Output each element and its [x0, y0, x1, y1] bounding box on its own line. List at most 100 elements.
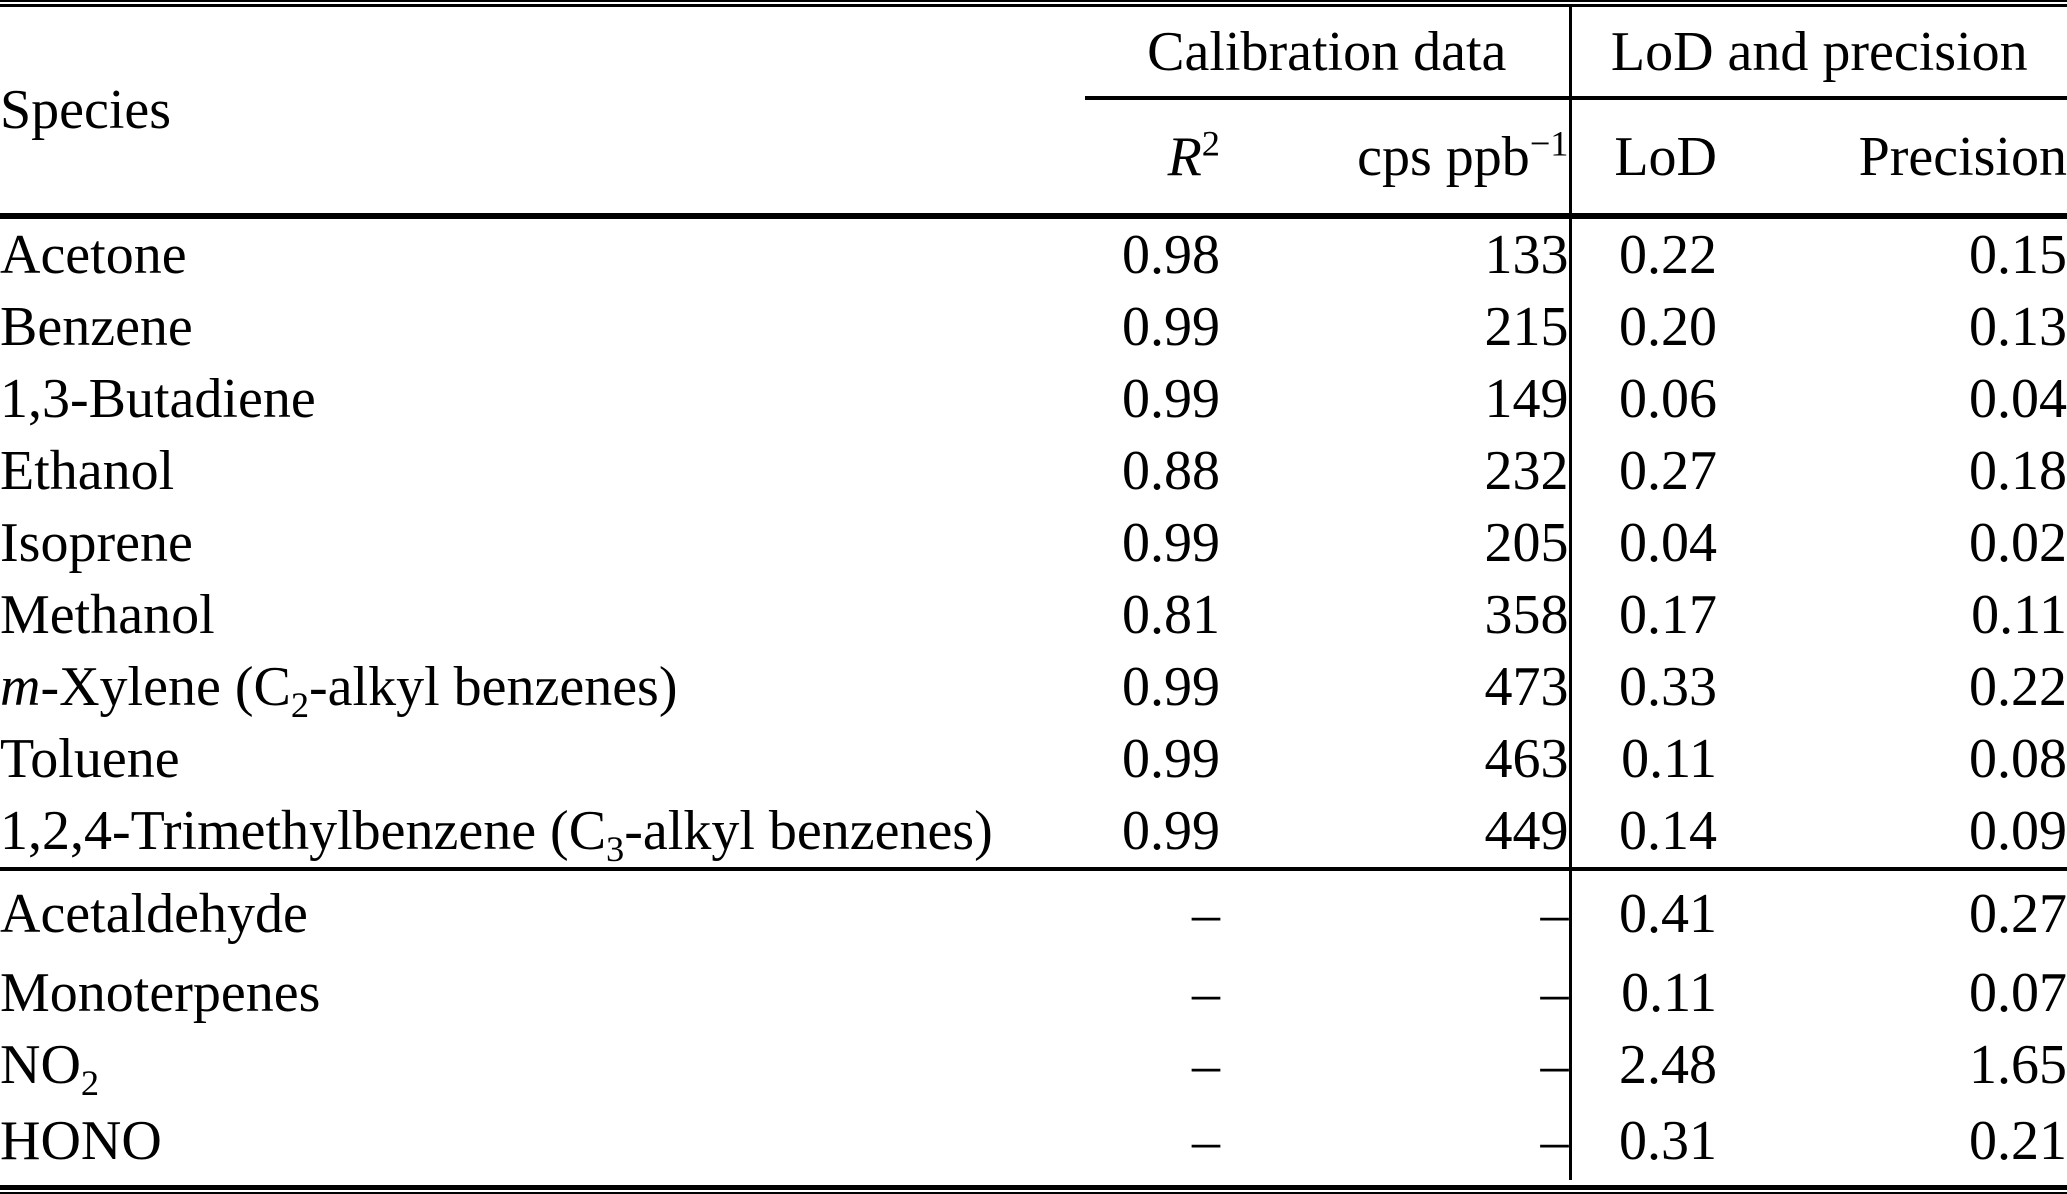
lod-column-header: LoD: [1568, 98, 1717, 216]
lod-cell: 0.33: [1568, 651, 1717, 723]
species-cell: Isoprene: [0, 507, 1085, 579]
r2-cell: –: [1192, 1109, 1220, 1172]
text-segment: Toluene: [0, 728, 180, 790]
species-cell: Methanol: [0, 579, 1085, 651]
lod-cell: 0.22: [1568, 216, 1717, 291]
precision-cell: 0.09: [1969, 800, 2067, 862]
lod-cell: 0.14: [1568, 795, 1717, 869]
table-row: Methanol 0.81 358 0.17 0.11: [0, 579, 2067, 651]
table-row: Toluene 0.99 463 0.11 0.08: [0, 723, 2067, 795]
r2-cell: 0.99: [1122, 512, 1220, 574]
species-cell: Monoterpenes: [0, 957, 1085, 1029]
uncalibrated-species-section: Acetaldehyde – –0.41 0.27 Monoterpenes – –0.11…: [0, 869, 2067, 1180]
table-row: 1,2,4-Trimethylbenzene (C3-alkyl benzene…: [0, 795, 2067, 869]
precision-cell: 0.04: [1969, 368, 2067, 430]
precision-cell: 0.27: [1969, 883, 2067, 945]
text-segment: -alkyl benzenes): [624, 800, 993, 862]
lod-cell: 2.48: [1568, 1029, 1717, 1101]
cps-cell: 463: [1484, 728, 1569, 790]
lod-cell: 0.04: [1568, 507, 1717, 579]
text-segment: Monoterpenes: [0, 962, 321, 1024]
table-header: Species Calibration data LoD and precisi…: [0, 7, 2067, 216]
text-segment: Ethanol: [0, 440, 175, 502]
species-cell: 1,3-Butadiene: [0, 363, 1085, 435]
text-segment: 1,3-Butadiene: [0, 368, 316, 430]
header-group-row: Species Calibration data LoD and precisi…: [0, 7, 2067, 141]
lod-cell: 0.41: [1568, 869, 1717, 957]
r2-cell: –: [1192, 883, 1220, 945]
text-segment: NO: [0, 1034, 81, 1096]
lod-cell: 0.06: [1568, 363, 1717, 435]
lod-cell: 0.17: [1568, 579, 1717, 651]
text-segment: Isoprene: [0, 512, 193, 574]
species-cell: Benzene: [0, 291, 1085, 363]
text-segment: 2: [80, 1063, 100, 1104]
table-row: Acetaldehyde – –0.41 0.27: [0, 869, 2067, 957]
calibration-data-group-header: Calibration data: [1085, 7, 1570, 100]
table-row: 1,3-Butadiene 0.99 149 0.06 0.04: [0, 363, 2067, 435]
top-rule-outer: [0, 0, 2067, 2]
text-segment: Acetone: [0, 224, 187, 286]
species-cell: Acetone: [0, 216, 1085, 291]
r2-cell: –: [1192, 962, 1220, 1024]
cps-cell: 205: [1484, 512, 1569, 574]
lod-cell: 0.31: [1568, 1101, 1717, 1180]
text-segment: 2: [290, 685, 310, 726]
cps-cell: 232: [1484, 440, 1569, 502]
bottom-rule-outer: [0, 1192, 2067, 1194]
text-segment: Benzene: [0, 296, 193, 358]
cps-cell: 215: [1484, 296, 1569, 358]
calibrated-species-section: Acetone 0.98 133 0.22 0.15 Benzene 0.99 215 0.20…: [0, 216, 2067, 869]
cps-cell: –: [1540, 1109, 1569, 1172]
text-segment: Precision: [1858, 125, 2067, 188]
lod-cell: 0.11: [1568, 723, 1717, 795]
table-row: Isoprene 0.99 205 0.04 0.02: [0, 507, 2067, 579]
r2-cell: 0.99: [1122, 656, 1220, 718]
species-cell: m-Xylene (C2-alkyl benzenes): [0, 651, 1085, 723]
text-segment: −1: [1529, 122, 1569, 163]
lod-precision-group-header: LoD and precision: [1568, 7, 2067, 100]
cps-cell: 473: [1484, 656, 1569, 718]
bottom-rule-inner: [0, 1185, 2067, 1190]
precision-cell: 0.21: [1969, 1109, 2067, 1172]
cps-cell: 149: [1484, 368, 1569, 430]
cps-cell: 358: [1484, 584, 1569, 646]
r2-cell: 0.99: [1122, 728, 1220, 790]
species-cell: Ethanol: [0, 435, 1085, 507]
text-segment: 3: [606, 829, 625, 870]
header-column-row: R2 cps ppb−1 LoD Precision: [0, 98, 2067, 216]
cps-cell: 133: [1484, 224, 1569, 286]
text-segment: m: [0, 656, 41, 718]
table-row: Benzene 0.99 215 0.20 0.13: [0, 291, 2067, 363]
text-segment: Acetaldehyde: [0, 883, 308, 945]
precision-cell: 0.13: [1969, 296, 2067, 358]
cps-cell: 449: [1484, 800, 1569, 862]
text-segment: R: [1167, 125, 1202, 188]
lod-cell: 0.11: [1568, 957, 1717, 1029]
precision-cell: 0.22: [1969, 656, 2067, 718]
lod-cell: 0.20: [1568, 291, 1717, 363]
r2-cell: 0.99: [1122, 296, 1220, 358]
precision-cell: 0.07: [1969, 962, 2067, 1024]
table-row: Ethanol 0.88 232 0.27 0.18: [0, 435, 2067, 507]
text-segment: LoD: [1614, 125, 1717, 188]
precision-cell: 1.65: [1969, 1034, 2067, 1096]
species-cell: HONO: [0, 1101, 1085, 1180]
r2-cell: –: [1192, 1034, 1220, 1096]
text-segment: 2: [1201, 122, 1220, 163]
table-row: HONO – –0.31 0.21: [0, 1101, 2067, 1180]
calibration-table: Species Calibration data LoD and precisi…: [0, 7, 2067, 1180]
r2-cell: 0.99: [1122, 800, 1220, 862]
cps-per-ppb-column-header: cps ppb−1: [1220, 98, 1570, 216]
r2-cell: 0.88: [1122, 440, 1220, 502]
precision-cell: 0.02: [1969, 512, 2067, 574]
r2-cell: 0.98: [1122, 224, 1220, 286]
r2-column-header: R2: [1085, 98, 1220, 216]
cps-cell: –: [1540, 883, 1569, 945]
species-cell: 1,2,4-Trimethylbenzene (C3-alkyl benzene…: [0, 795, 1085, 869]
precision-cell: 0.18: [1969, 440, 2067, 502]
species-cell: NO2: [0, 1029, 1085, 1101]
precision-cell: 0.08: [1969, 728, 2067, 790]
text-segment: cps ppb: [1357, 125, 1530, 188]
